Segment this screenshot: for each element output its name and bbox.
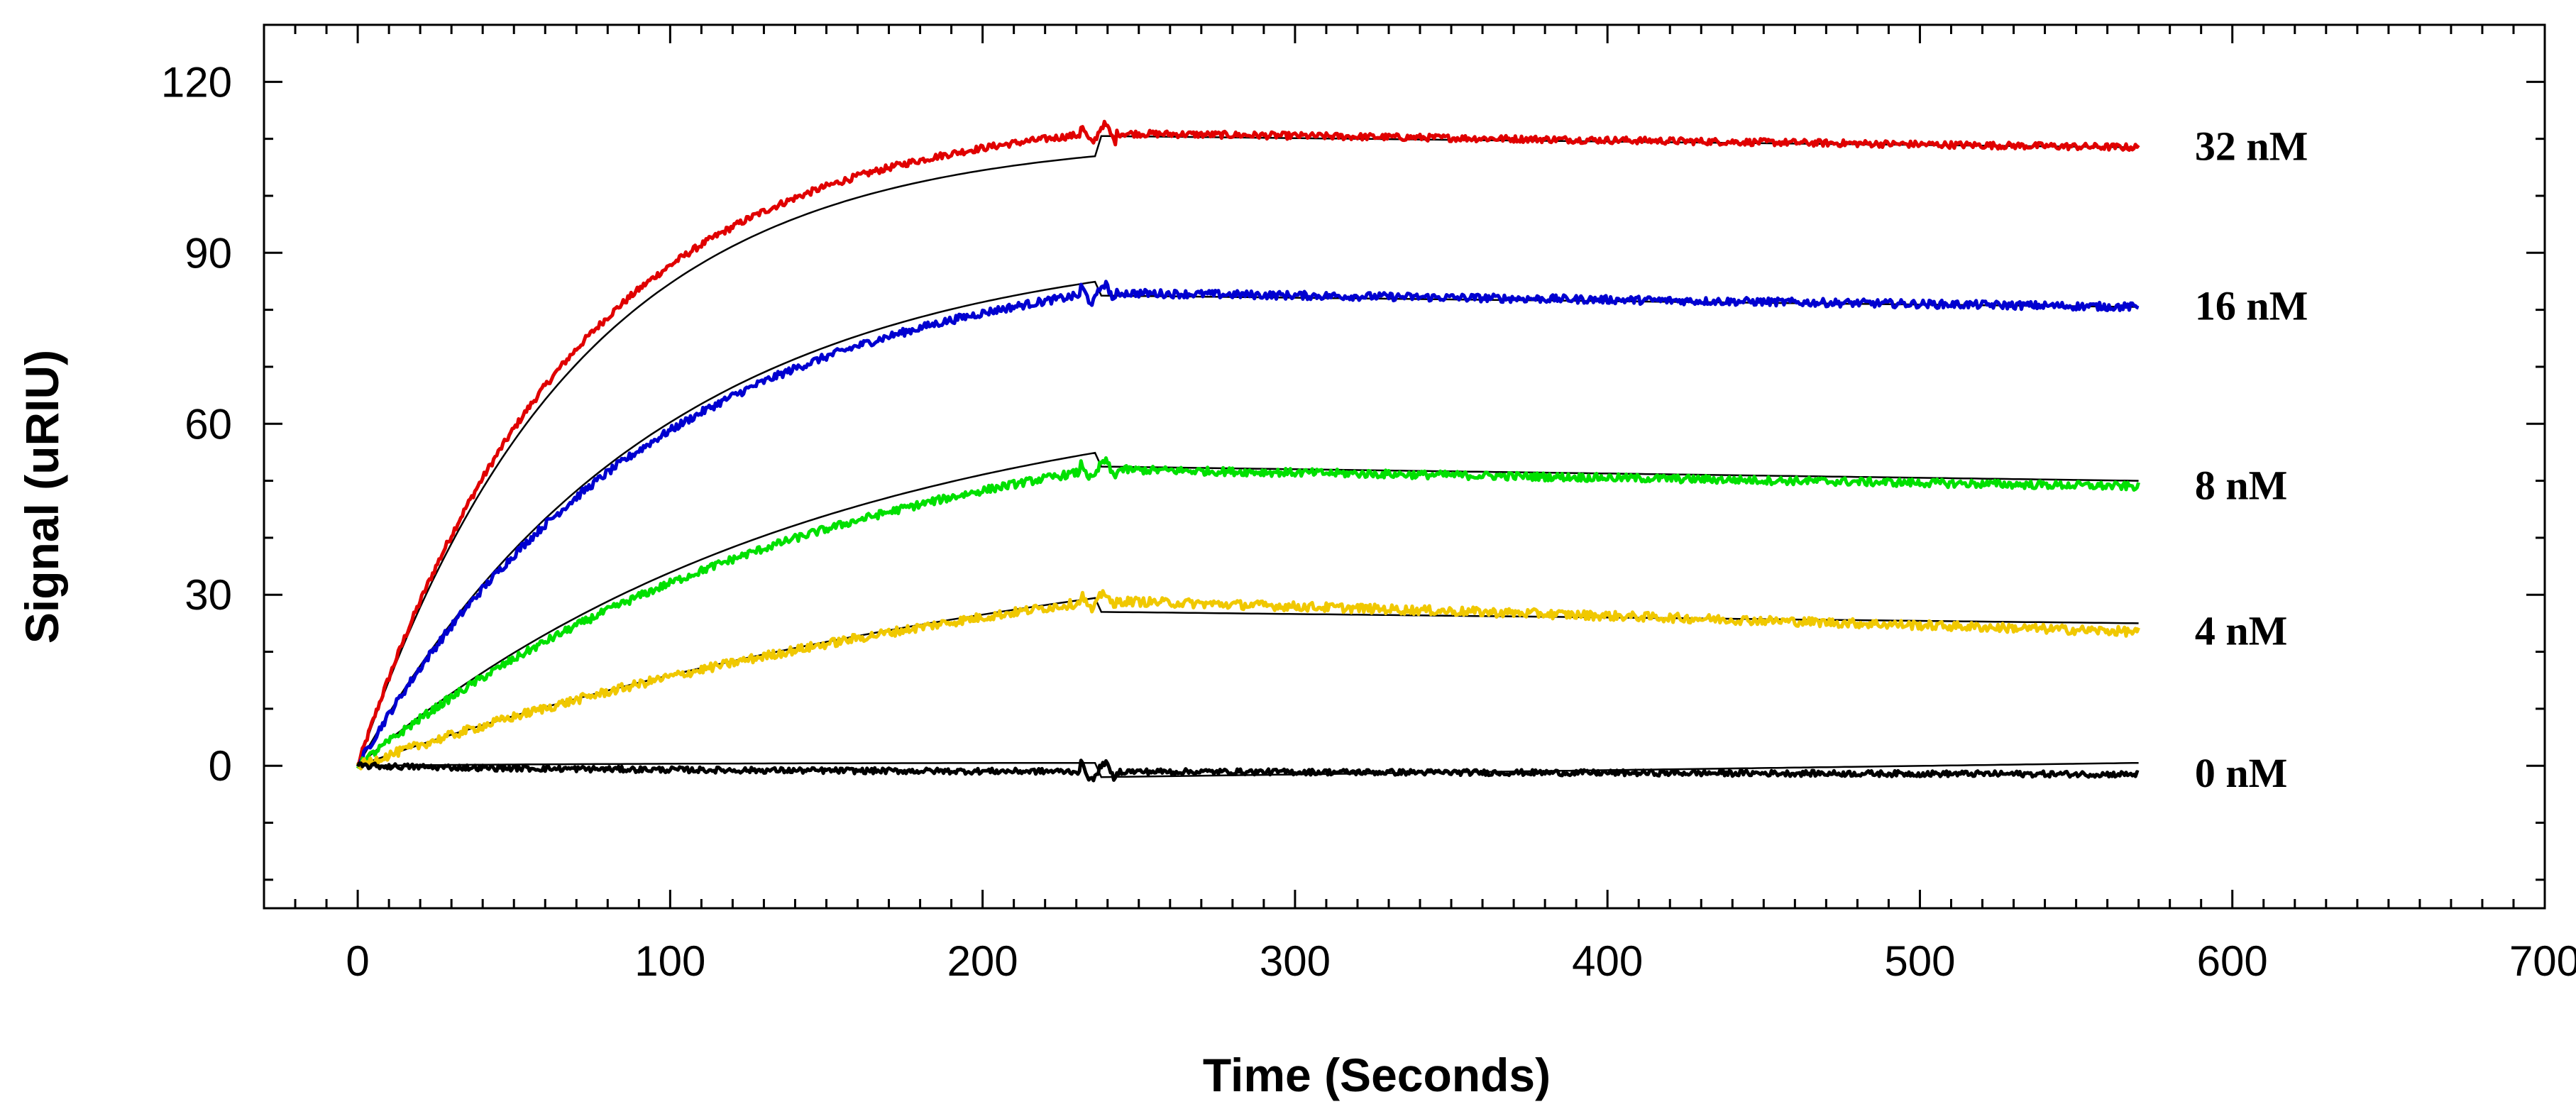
fit-curve — [358, 761, 2139, 778]
data-series — [356, 119, 2140, 783]
y-tick-label: 0 — [209, 742, 232, 790]
x-tick-label: 700 — [2509, 937, 2576, 985]
series-label: 0 nM — [2195, 750, 2288, 796]
series-line — [356, 119, 2140, 766]
fit-curve — [356, 135, 2139, 766]
fit-curves — [356, 135, 2139, 778]
series-line — [356, 759, 2140, 783]
x-tick-label: 0 — [346, 937, 369, 985]
axis-ticks — [263, 23, 2546, 908]
plot-frame — [263, 23, 2546, 910]
fit-curve — [357, 451, 2139, 767]
x-tick-label: 500 — [1884, 937, 1955, 985]
series-label: 8 nM — [2195, 463, 2288, 509]
y-tick-label: 90 — [185, 229, 232, 277]
y-tick-label: 30 — [185, 571, 232, 619]
fit-curve — [357, 280, 2139, 766]
x-tick-label: 200 — [947, 937, 1018, 985]
series-line — [356, 456, 2140, 770]
x-tick-label: 400 — [1572, 937, 1643, 985]
x-tick-label: 600 — [2197, 937, 2268, 985]
series-line — [356, 589, 2140, 771]
series-label: 16 nM — [2195, 283, 2308, 329]
y-axis-title: Signal (uRIU) — [16, 350, 68, 644]
y-tick-label: 120 — [161, 58, 232, 106]
series-labels: 32 nM 16 nM 8 nM 4 nM 0 nM — [2195, 123, 2308, 797]
x-tick-label: 300 — [1260, 937, 1331, 985]
series-label: 32 nM — [2195, 123, 2308, 170]
x-tick-label: 100 — [634, 937, 705, 985]
y-tick-label: 60 — [185, 400, 232, 448]
series-label: 4 nM — [2195, 607, 2288, 653]
axis-tick-labels: 0 100 200 300 400 500 600 700 0 30 60 90 120 — [161, 58, 2576, 985]
x-axis-title: Time (Seconds) — [1203, 1049, 1551, 1101]
series-line — [357, 280, 2140, 769]
